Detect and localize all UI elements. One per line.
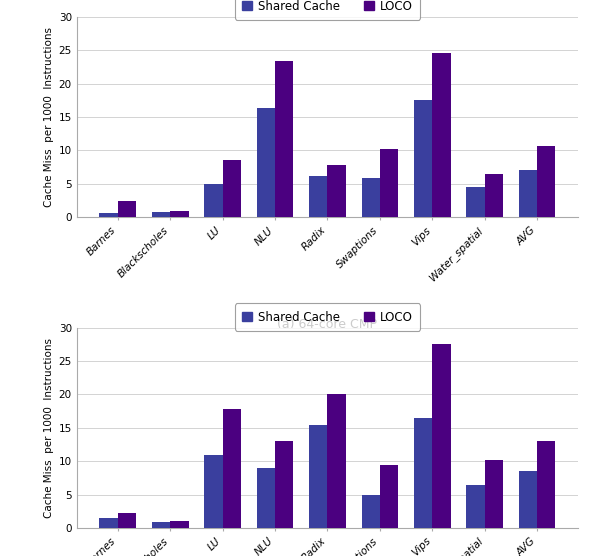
Bar xyxy=(466,187,484,217)
Bar xyxy=(466,485,484,528)
Y-axis label: Cache Miss  per 1000  Instructions: Cache Miss per 1000 Instructions xyxy=(44,27,54,207)
Bar xyxy=(118,513,136,528)
Bar xyxy=(380,149,398,217)
Bar xyxy=(432,344,451,528)
Bar xyxy=(204,184,222,217)
Bar xyxy=(414,100,432,217)
Bar xyxy=(100,518,118,528)
Y-axis label: Cache Miss  per 1000  Instructions: Cache Miss per 1000 Instructions xyxy=(44,338,54,518)
Bar xyxy=(362,495,380,528)
Bar xyxy=(327,394,346,528)
Bar xyxy=(257,108,275,217)
Bar xyxy=(275,62,293,217)
Bar xyxy=(484,460,503,528)
Bar xyxy=(309,425,327,528)
Legend: Shared Cache, LOCO: Shared Cache, LOCO xyxy=(235,0,420,19)
Bar xyxy=(537,146,555,217)
Bar xyxy=(222,161,241,217)
Bar xyxy=(537,441,555,528)
Bar xyxy=(100,212,118,217)
Bar xyxy=(432,53,451,217)
Text: (a) 64-core CMP: (a) 64-core CMP xyxy=(277,317,378,331)
Bar xyxy=(171,211,189,217)
Bar xyxy=(414,418,432,528)
Bar xyxy=(204,455,222,528)
Bar xyxy=(152,522,171,528)
Bar xyxy=(222,409,241,528)
Legend: Shared Cache, LOCO: Shared Cache, LOCO xyxy=(235,304,420,331)
Bar xyxy=(257,468,275,528)
Bar xyxy=(362,178,380,217)
Bar xyxy=(309,176,327,217)
Bar xyxy=(327,165,346,217)
Bar xyxy=(152,212,171,217)
Bar xyxy=(519,171,537,217)
Bar xyxy=(171,521,189,528)
Bar xyxy=(118,201,136,217)
Bar xyxy=(484,174,503,217)
Bar xyxy=(519,471,537,528)
Bar xyxy=(275,441,293,528)
Bar xyxy=(380,465,398,528)
